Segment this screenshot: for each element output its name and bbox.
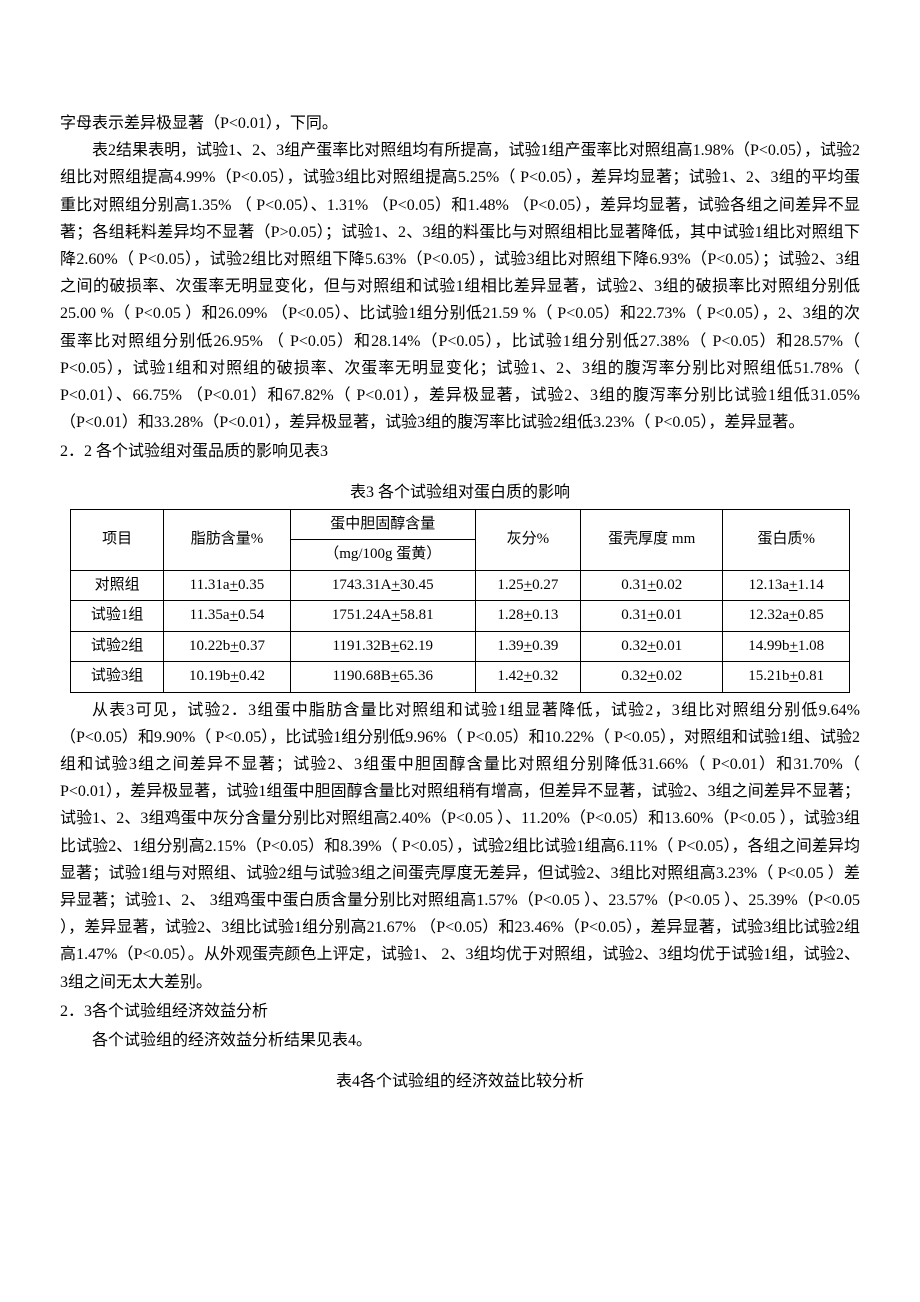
table3-row2-name: 试验2组 — [71, 631, 164, 662]
paragraph-results-table2: 表2结果表明，试验1、2、3组产蛋率比对照组均有所提高，试验1组产蛋率比对照组高… — [60, 137, 860, 436]
table3-title: 表3 各个试验组对蛋白质的影响 — [60, 479, 860, 506]
table3-row2-fat: 10.22b+0.37 — [164, 631, 291, 662]
table-row: 试验2组 10.22b+0.37 1191.32B+62.19 1.39+0.3… — [71, 631, 850, 662]
table3-row0-ash: 1.25+0.27 — [475, 570, 580, 601]
table4-title: 表4各个试验组的经济效益比较分析 — [60, 1068, 860, 1095]
table3-row3-protein: 15.21b+0.81 — [723, 662, 850, 693]
table3-head-chol-line2: （mg/100g 蛋黄） — [290, 540, 475, 571]
table3-head-protein: 蛋白质% — [723, 509, 850, 570]
table3-row0-protein: 12.13a+1.14 — [723, 570, 850, 601]
table3-row3-chol: 1190.68B+65.36 — [290, 662, 475, 693]
table3-row1-shell: 0.31+0.01 — [581, 601, 723, 632]
paragraph-economic: 各个试验组的经济效益分析结果见表4。 — [60, 1027, 860, 1054]
table3-row0-chol: 1743.31A+30.45 — [290, 570, 475, 601]
table3-row3-ash: 1.42+0.32 — [475, 662, 580, 693]
table3-head-chol-line1: 蛋中胆固醇含量 — [290, 509, 475, 540]
section-heading-2-2: 2．2 各个试验组对蛋品质的影响见表3 — [60, 438, 860, 465]
table3-row2-ash: 1.39+0.39 — [475, 631, 580, 662]
table3-row0-name: 对照组 — [71, 570, 164, 601]
table3-row2-shell: 0.32+0.01 — [581, 631, 723, 662]
table3-row0-shell: 0.31+0.02 — [581, 570, 723, 601]
table3-head-item: 项目 — [71, 509, 164, 570]
paragraph-intro: 字母表示差异极显著（P<0.01），下同。 — [60, 110, 860, 137]
table3-head-ash: 灰分% — [475, 509, 580, 570]
section-heading-2-3: 2．3各个试验组经济效益分析 — [60, 998, 860, 1025]
table3-row2-protein: 14.99b+1.08 — [723, 631, 850, 662]
paragraph-results-table3: 从表3可见，试验2．3组蛋中脂肪含量比对照组和试验1组显著降低，试验2，3组比对… — [60, 697, 860, 996]
table3-row0-fat: 11.31a+0.35 — [164, 570, 291, 601]
table3: 项目 脂肪含量% 蛋中胆固醇含量 灰分% 蛋壳厚度 mm 蛋白质% （mg/10… — [70, 509, 850, 693]
table3-row1-ash: 1.28+0.13 — [475, 601, 580, 632]
table3-row2-chol: 1191.32B+62.19 — [290, 631, 475, 662]
table3-row1-name: 试验1组 — [71, 601, 164, 632]
table-row: 试验3组 10.19b+0.42 1190.68B+65.36 1.42+0.3… — [71, 662, 850, 693]
table3-row1-protein: 12.32a+0.85 — [723, 601, 850, 632]
table3-header-row: 项目 脂肪含量% 蛋中胆固醇含量 灰分% 蛋壳厚度 mm 蛋白质% — [71, 509, 850, 540]
table3-row1-chol: 1751.24A+58.81 — [290, 601, 475, 632]
table3-head-fat: 脂肪含量% — [164, 509, 291, 570]
table3-row3-name: 试验3组 — [71, 662, 164, 693]
table3-row3-shell: 0.32+0.02 — [581, 662, 723, 693]
table-row: 试验1组 11.35a+0.54 1751.24A+58.81 1.28+0.1… — [71, 601, 850, 632]
table-row: 对照组 11.31a+0.35 1743.31A+30.45 1.25+0.27… — [71, 570, 850, 601]
table3-head-shell: 蛋壳厚度 mm — [581, 509, 723, 570]
table3-row1-fat: 11.35a+0.54 — [164, 601, 291, 632]
table3-row3-fat: 10.19b+0.42 — [164, 662, 291, 693]
